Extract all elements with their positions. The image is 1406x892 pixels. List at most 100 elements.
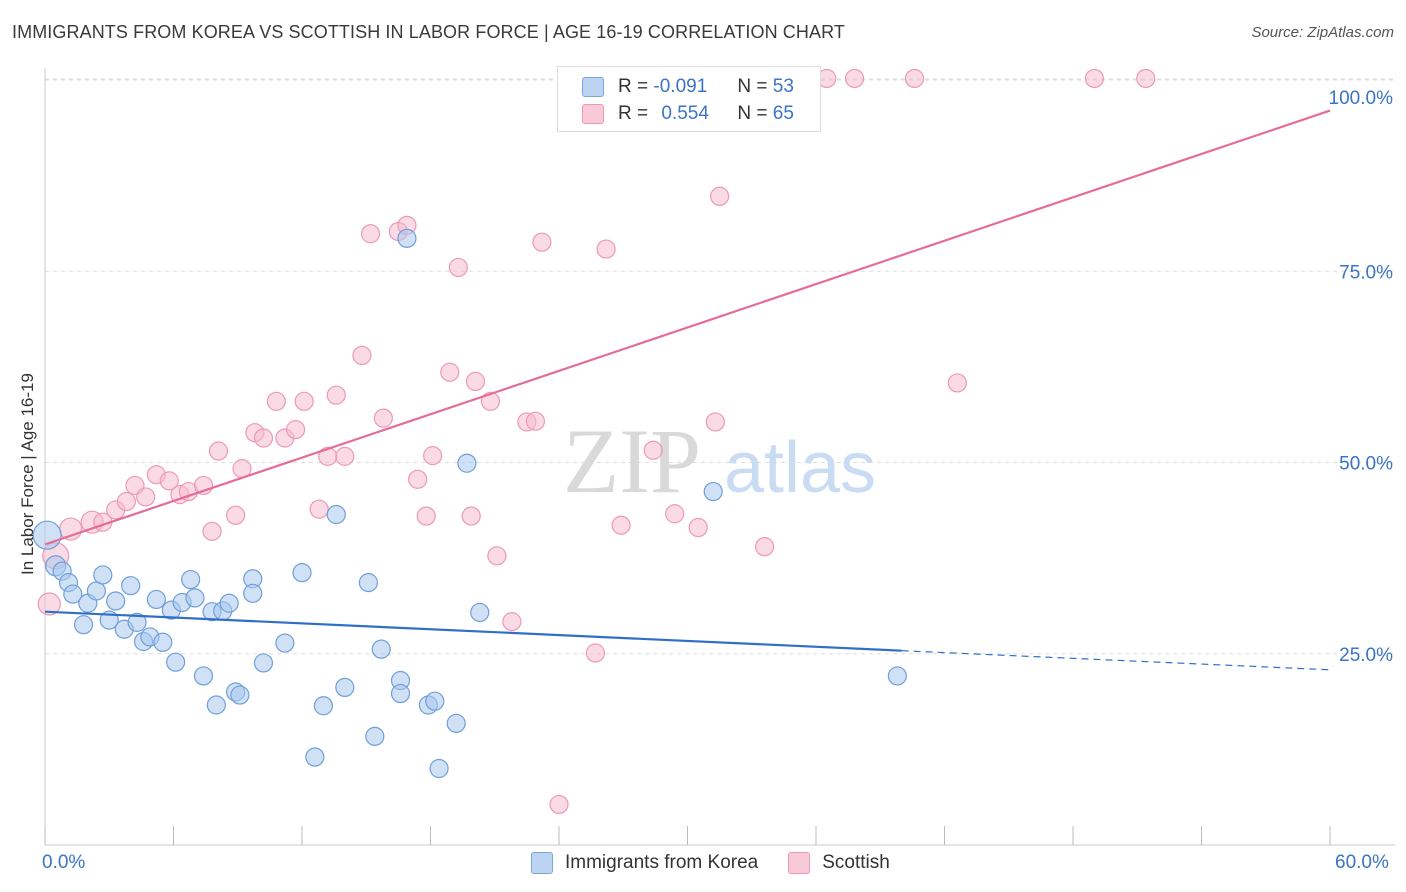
scottish-point [705,412,725,432]
trend-lines [44,109,1331,671]
korea-point [63,584,83,604]
series-legend-swatch-korea [531,852,553,874]
scottish-point [136,487,156,507]
scottish-point [309,499,329,519]
x-tick-label-min: 0.0% [42,852,86,873]
korea-point [219,593,239,613]
korea-trend-extension [901,650,1331,671]
korea-point [181,569,201,590]
series-legend-korea: Immigrants from Korea [531,852,758,874]
korea-point [470,602,490,623]
legend-n-value-korea: 53 [772,76,794,97]
legend-r-label: R = [618,103,649,124]
korea-point [185,588,205,608]
watermark-zip: ZIP [563,410,701,512]
scottish-point [549,794,569,815]
korea-point [371,639,391,659]
scottish-point [37,592,61,616]
scottish-point [335,446,355,466]
korea-point [326,504,346,525]
scottish-point [688,517,708,538]
korea-point [358,573,378,593]
legend-row-korea: R = -0.091 N = 53 [582,74,794,100]
korea-point [121,576,141,596]
korea-point [313,696,334,716]
scottish-point [596,239,616,259]
korea-point [253,653,274,673]
legend-swatch-scottish [582,104,604,124]
scottish-point [754,537,775,557]
legend-r-value-korea: -0.091 [653,76,708,97]
scottish-point [159,471,179,491]
scottish-point [525,411,546,431]
legend-swatch-korea [582,77,604,97]
scottish-point [208,441,229,461]
korea-point [425,691,445,711]
axes [44,68,1395,846]
scottish-point [294,391,314,411]
scottish-point [710,186,730,206]
series-legend-scottish: Scottish [788,852,890,874]
watermark-atlas: atlas [724,428,876,508]
scottish-point [423,446,443,466]
scottish-point [360,224,381,244]
korea-point [127,612,147,632]
korea-point [457,453,477,473]
korea-point [243,583,263,603]
korea-point [73,615,94,635]
scottish-point [285,420,306,440]
scottish-point [585,643,606,663]
data-points [32,68,1156,815]
korea-point [305,747,325,767]
korea-point [397,228,417,248]
scottish-point [416,506,436,526]
x-tick-label-max: 60.0% [1335,852,1389,873]
legend-r-label: R = [618,76,649,97]
y-axis-label: In Labor Force | Age 16-19 [18,373,37,575]
korea-point [335,677,355,698]
korea-point [429,758,449,779]
korea-point [703,481,723,502]
scottish-point [611,515,631,535]
y-tick-labels: 25.0% 50.0% 75.0% 100.0% [1329,88,1394,666]
scottish-point [202,521,222,541]
scottish-point [373,408,393,428]
legend-n-label: N = [737,103,768,124]
series-legend-label-korea: Immigrants from Korea [565,852,759,873]
scottish-point [1084,68,1105,89]
legend-row-scottish: R = 0.554 N = 65 [582,101,794,127]
y-tick-label: 50.0% [1339,454,1393,475]
scottish-point [326,385,346,405]
korea-point [106,591,126,611]
legend-r-value-scottish: 0.554 [661,103,709,124]
korea-point [166,652,186,672]
scottish-point [904,68,925,89]
korea-point [193,666,214,686]
korea-point [275,633,295,653]
watermark: ZIP atlas [563,410,876,512]
korea-point [230,685,250,705]
scottish-point [465,371,486,392]
korea-point [887,666,907,686]
legend-n-label: N = [737,76,768,97]
series-legend-label-scottish: Scottish [822,852,890,873]
korea-point [390,683,411,704]
scottish-point [116,491,136,512]
y-tick-label: 25.0% [1339,645,1393,666]
legend-n-value-scottish: 65 [772,103,794,124]
y-tick-label: 75.0% [1339,262,1393,283]
scottish-point [253,428,274,448]
source-label: Source: ZipAtlas.com [1251,24,1394,41]
series-legend-swatch-scottish [788,852,811,874]
chart-title: IMMIGRANTS FROM KOREA VS SCOTTISH IN LAB… [12,22,845,42]
scottish-point [947,373,967,393]
scottish-point [226,505,246,525]
scottish-point [408,469,428,489]
scottish-point [665,504,685,524]
korea-point [206,695,226,715]
scottish-point [487,546,507,566]
korea-point [365,726,385,746]
korea-point [86,581,107,601]
korea-point [93,565,113,585]
scottish-point [844,68,865,89]
